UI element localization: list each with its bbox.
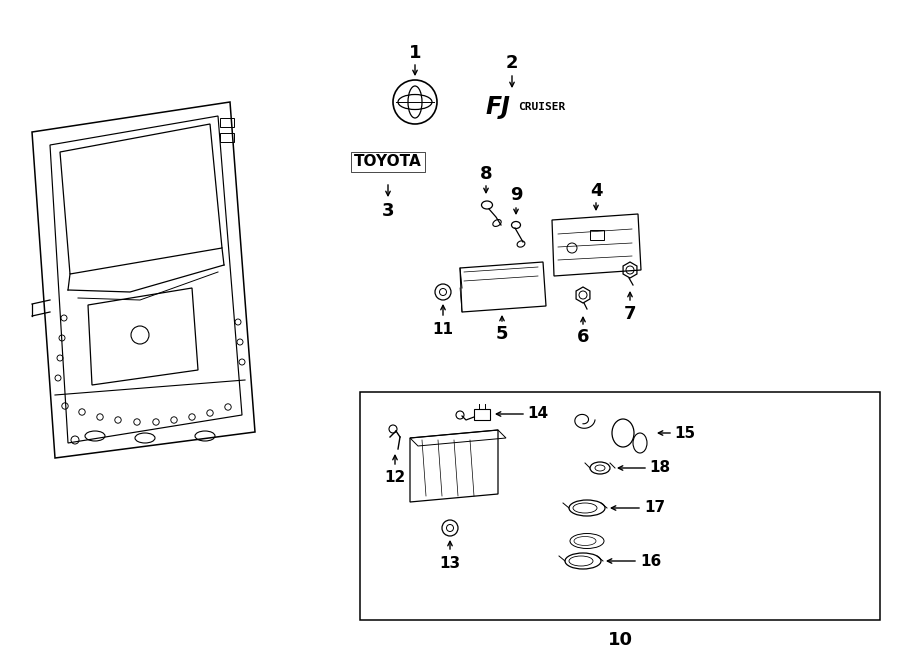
Text: 14: 14 — [527, 407, 549, 422]
Text: 9: 9 — [509, 186, 522, 204]
Bar — [590, 230, 604, 240]
Text: 6: 6 — [577, 328, 590, 346]
Text: FJ: FJ — [486, 95, 510, 119]
Text: 7: 7 — [624, 305, 636, 323]
Text: 8: 8 — [480, 165, 492, 183]
Text: TOYOTA: TOYOTA — [354, 155, 422, 169]
Text: 4: 4 — [590, 182, 602, 200]
Bar — [360, 392, 880, 620]
Text: 13: 13 — [439, 555, 461, 570]
Text: 5: 5 — [496, 325, 508, 343]
Text: 17: 17 — [644, 500, 666, 516]
Text: 12: 12 — [384, 471, 406, 485]
Bar — [220, 118, 234, 127]
Bar — [474, 409, 490, 420]
Text: 16: 16 — [641, 553, 662, 568]
Text: 1: 1 — [409, 44, 421, 62]
Bar — [220, 133, 234, 142]
Text: CRUISER: CRUISER — [518, 102, 565, 112]
Text: 15: 15 — [674, 426, 696, 440]
Text: 18: 18 — [650, 461, 670, 475]
Text: 10: 10 — [608, 631, 633, 649]
Text: 3: 3 — [382, 202, 394, 220]
Text: 11: 11 — [433, 321, 454, 336]
Text: 2: 2 — [506, 54, 518, 72]
